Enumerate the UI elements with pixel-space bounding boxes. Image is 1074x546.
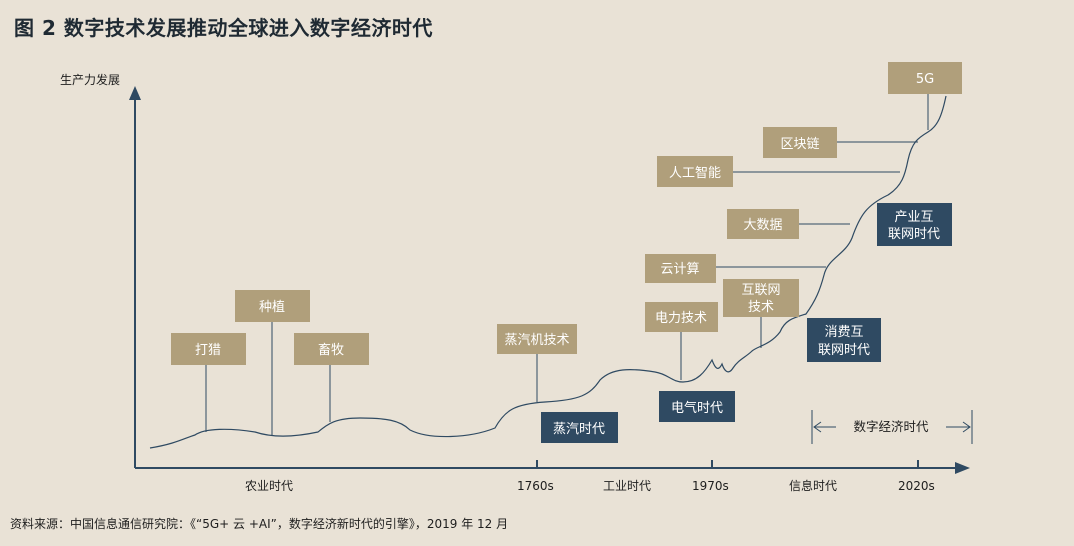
tick-label-1760s: 1760s (517, 479, 554, 493)
tech-label-internet-1: 互联网 (741, 283, 780, 298)
tech-boxes: 打猎 种植 畜牧 蒸汽机技术 电力技术 云计算 互联网 技术 大数据 人工智能 … (171, 62, 962, 365)
tech-label-steam-engine: 蒸汽机技术 (504, 333, 569, 348)
tech-label-ai: 人工智能 (669, 166, 721, 181)
era-label-steam: 蒸汽时代 (553, 422, 605, 437)
y-axis-label: 生产力发展 (60, 72, 120, 87)
tech-label-blockchain: 区块链 (780, 137, 819, 152)
digital-era-bracket: 数字经济时代 (811, 410, 973, 444)
tech-label-5g: 5G (916, 72, 934, 87)
era-label-consumer-internet-1: 消费互 (824, 325, 863, 340)
tech-box-hunting (171, 333, 246, 365)
tech-box-5g (888, 62, 962, 94)
tech-label-livestock: 畜牧 (318, 342, 344, 358)
tech-label-internet-2: 技术 (748, 300, 774, 315)
tech-box-ai (657, 156, 733, 187)
era-box-electric (659, 391, 735, 422)
era-label-industrial-internet-2: 联网时代 (888, 227, 940, 242)
tech-box-internet (723, 279, 799, 317)
tech-box-blockchain (763, 127, 837, 158)
era-box-consumer-internet (807, 318, 881, 362)
era-label-industrial-internet-1: 产业互 (894, 210, 933, 225)
tech-label-big-data: 大数据 (743, 218, 782, 233)
tech-box-steam-engine (497, 324, 577, 354)
era-boxes: 蒸汽时代 电气时代 消费互 联网时代 产业互 联网时代 (541, 203, 952, 443)
tick-label-2020s: 2020s (898, 479, 935, 493)
x-axis-arrow-icon (955, 462, 970, 474)
connectors (205, 94, 929, 436)
tech-box-cloud-computing (645, 254, 716, 283)
tech-label-hunting: 打猎 (195, 343, 221, 358)
tech-box-big-data (727, 209, 799, 239)
era-box-steam (541, 412, 618, 443)
tech-label-cloud-computing: 云计算 (660, 262, 699, 277)
era-box-industrial-internet (877, 203, 952, 246)
era-label-consumer-internet-2: 联网时代 (818, 343, 870, 358)
era-label-electric: 电气时代 (671, 400, 723, 416)
arrow-left-icon (813, 421, 822, 433)
tick-label-1970s: 1970s (692, 479, 729, 493)
digital-era-label: 数字经济时代 (853, 419, 929, 434)
y-axis-arrow-icon (129, 86, 141, 100)
era-label-information: 信息时代 (789, 478, 837, 493)
tech-box-livestock (294, 333, 369, 365)
figure-title: 图 2 数字技术发展推动全球进入数字经济时代 (14, 16, 433, 40)
tech-box-electric-power (645, 302, 718, 332)
tech-box-planting (235, 290, 310, 322)
era-label-agriculture: 农业时代 (245, 479, 293, 493)
productivity-curve (149, 95, 947, 449)
tech-label-planting: 种植 (259, 300, 285, 315)
era-label-industry: 工业时代 (603, 479, 651, 493)
source-note: 资料来源：中国信息通信研究院：《“5G+ 云 +AI”，数字经济新时代的引擎》，… (10, 517, 509, 531)
arrow-right-icon (962, 421, 971, 433)
tech-label-electric-power: 电力技术 (655, 311, 707, 326)
